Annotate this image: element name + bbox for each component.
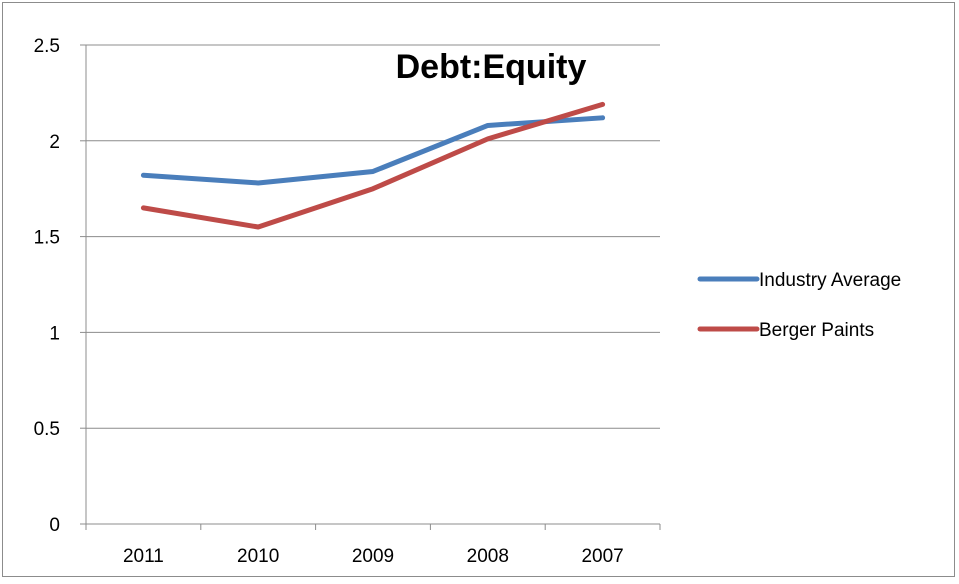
x-tick-label: 2008 — [467, 546, 509, 567]
series-line-berger-paints — [140, 101, 606, 230]
series-line-industry-average — [140, 115, 606, 186]
y-tick-label: 1.5 — [34, 228, 60, 249]
legend-label-berger-paints: Berger Paints — [759, 320, 874, 341]
legend: Industry Average Berger Paints — [697, 270, 901, 341]
y-tick-label: 0.5 — [34, 419, 60, 440]
x-axis-tick-labels: 2011 2010 2009 2008 2007 — [123, 546, 624, 567]
y-tick-label: 2.5 — [34, 36, 60, 57]
gridlines — [86, 44, 660, 429]
y-tick-label: 0 — [49, 515, 60, 536]
x-tick-label: 2009 — [352, 546, 394, 567]
y-axis-tick-labels: 0 0.5 1 1.5 2 2.5 — [34, 36, 60, 536]
y-tick-label: 2 — [49, 132, 60, 153]
legend-label-industry-average: Industry Average — [759, 270, 901, 291]
x-tick-label: 2007 — [581, 546, 623, 567]
series-lines — [140, 101, 606, 230]
x-tick-label: 2010 — [237, 546, 279, 567]
line-chart: 0 0.5 1 1.5 2 2.5 2011 2010 2009 2008 2007 Debt:E… — [34, 36, 902, 567]
y-tick-label: 1 — [49, 323, 60, 344]
axes — [80, 44, 661, 530]
x-tick-label: 2011 — [123, 546, 164, 567]
chart-area: 0 0.5 1 1.5 2 2.5 2011 2010 2009 2008 2007 Debt:E… — [2, 2, 955, 577]
chart-title: Debt:Equity — [396, 48, 587, 86]
